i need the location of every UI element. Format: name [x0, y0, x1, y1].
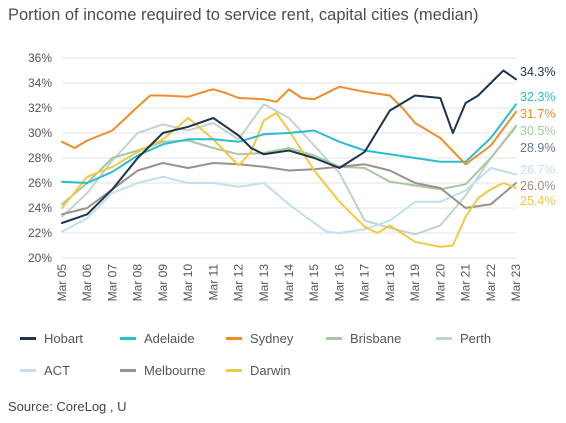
grid-lines — [62, 57, 516, 259]
series-line-hobart — [61, 69, 517, 224]
y-tick-label: 22% — [28, 226, 52, 240]
legend-label: ACT — [44, 363, 70, 378]
legend-item-hobart: Hobart — [20, 331, 83, 346]
legend-swatch — [436, 337, 452, 340]
x-tick-label: Mar 20 — [433, 264, 447, 302]
legend-item-darwin: Darwin — [226, 363, 290, 378]
series-line-darwin — [61, 112, 517, 248]
x-tick-label: Mar 06 — [80, 264, 94, 302]
legend-item-brisbane: Brisbane — [326, 331, 401, 346]
y-tick-label: 28% — [28, 151, 52, 165]
y-tick-label: 26% — [28, 176, 52, 190]
x-tick-label: Mar 21 — [459, 264, 473, 302]
series-line-sydney — [61, 85, 517, 166]
series-line-perth — [61, 103, 517, 236]
end-label-brisbane: 30.5% — [520, 124, 555, 138]
x-tick-label: Mar 14 — [282, 264, 296, 302]
y-tick-label: 30% — [28, 126, 52, 140]
x-tick-label: Mar 15 — [307, 264, 321, 302]
legend-item-sydney: Sydney — [226, 331, 293, 346]
series-line-brisbane — [61, 125, 517, 206]
series-line-melbourne — [61, 162, 517, 216]
x-tick-label: Mar 13 — [257, 264, 271, 302]
end-label-act: 26.7% — [520, 163, 555, 177]
legend-item-adelaide: Adelaide — [120, 331, 195, 346]
x-tick-label: Mar 05 — [55, 264, 69, 302]
legend-label: Darwin — [250, 363, 291, 378]
x-tick-label: Mar 09 — [156, 264, 170, 302]
legend-swatch — [226, 369, 242, 372]
y-tick-label: 34% — [28, 76, 52, 90]
y-tick-labels: 20% 22% 24% 26% 28% 30% 32% 34% 36% — [28, 51, 52, 265]
series-line-adelaide — [61, 103, 517, 184]
legend-item-act: ACT — [20, 363, 70, 378]
legend-swatch — [20, 337, 36, 340]
end-label-melbourne: 26.0% — [520, 179, 555, 193]
legend-item-melbourne: Melbourne — [120, 363, 205, 378]
x-tick-labels: Mar 05 Mar 06 Mar 07 Mar 08 Mar 09 Mar 10 Mar … — [55, 264, 523, 302]
x-tick-label: Mar 23 — [509, 264, 523, 302]
legend-label: Adelaide — [144, 331, 195, 346]
x-tick-label: Mar 18 — [383, 264, 397, 302]
y-tick-label: 20% — [28, 251, 52, 265]
y-tick-label: 24% — [28, 201, 52, 215]
end-label-sydney: 31.7% — [520, 107, 555, 121]
legend-swatch — [120, 337, 136, 340]
legend-swatch — [20, 369, 36, 372]
legend-label: Hobart — [44, 331, 84, 346]
legend-label: Sydney — [250, 331, 294, 346]
legend-label: Perth — [460, 331, 492, 346]
legend-label: Brisbane — [350, 331, 402, 346]
x-tick-label: Mar 16 — [332, 264, 346, 302]
legend-swatch — [120, 369, 136, 372]
series-lines — [61, 69, 517, 248]
legend-item-perth: Perth — [436, 331, 491, 346]
chart-title: Portion of income required to service re… — [8, 6, 479, 24]
end-labels: 34.3% 32.3% 31.7% 30.5% 28.9% 26.7% 26.0%25.4% — [520, 65, 555, 208]
end-label-perth: 28.9% — [520, 141, 555, 155]
x-tick-label: Mar 10 — [181, 264, 195, 302]
legend-swatch — [326, 337, 342, 340]
x-tick-label: Mar 12 — [232, 264, 246, 302]
y-tick-label: 36% — [28, 51, 52, 65]
x-tick-label: Mar 22 — [484, 264, 498, 302]
x-tick-label: Mar 07 — [105, 264, 119, 302]
x-tick-label: Mar 08 — [131, 264, 145, 302]
source-note: Source: CoreLog , U — [8, 399, 127, 414]
series-line-act — [61, 167, 517, 234]
x-tick-label: Mar 11 — [206, 264, 220, 301]
x-tick-label: Mar 19 — [408, 264, 422, 302]
end-label-hobart: 34.3% — [520, 65, 555, 79]
legend-label: Melbourne — [144, 363, 206, 378]
legend-swatch — [226, 337, 242, 340]
end-label-adelaide: 32.3% — [520, 90, 555, 104]
x-tick-label: Mar 17 — [358, 264, 372, 302]
legend: Hobart Adelaide Sydney Brisbane Perth ACT Melb… — [20, 331, 560, 391]
y-tick-label: 32% — [28, 101, 52, 115]
end-label-darwin: 25.4% — [520, 194, 555, 208]
